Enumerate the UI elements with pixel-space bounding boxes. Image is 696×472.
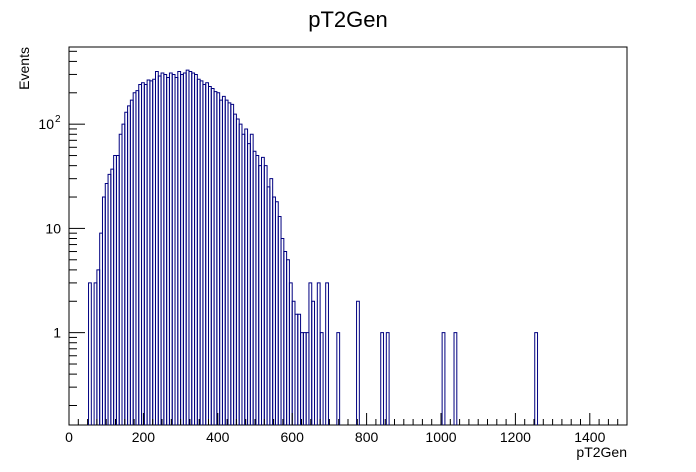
x-tick-label: 1200 — [500, 429, 531, 445]
histogram-bins — [88, 69, 539, 425]
x-tick-label: 600 — [281, 429, 305, 445]
histogram-bin — [336, 332, 341, 425]
y-tick-label: 1 — [53, 325, 61, 341]
x-tick-label: 1400 — [574, 429, 605, 445]
x-tick-label: 1000 — [425, 429, 456, 445]
histogram-bin — [534, 332, 539, 425]
x-tick-label: 400 — [206, 429, 230, 445]
x-tick-label: 200 — [132, 429, 156, 445]
histogram-bin — [441, 332, 446, 425]
y-tick-exponent: 2 — [55, 114, 61, 125]
histogram-bin — [356, 300, 360, 425]
x-tick-label: 800 — [355, 429, 379, 445]
histogram-bin — [88, 282, 92, 425]
chart-title: pT2Gen — [308, 7, 388, 32]
histogram-bin — [319, 332, 324, 425]
histogram-bin — [316, 282, 321, 425]
y-tick-label: 10 — [38, 116, 54, 132]
y-axis-label: Events — [16, 47, 32, 90]
x-axis-label: pT2Gen — [576, 444, 627, 460]
histogram-bin — [385, 332, 390, 425]
histogram-bin — [311, 300, 316, 425]
histogram-bin — [325, 282, 329, 425]
x-axis: 0 200 400 600 800 1000 1200 1400 — [65, 413, 628, 445]
y-tick-label: 10 — [45, 220, 61, 236]
histogram-bin — [453, 332, 458, 425]
histogram-bin — [380, 332, 385, 425]
x-tick-label: 0 — [65, 429, 73, 445]
